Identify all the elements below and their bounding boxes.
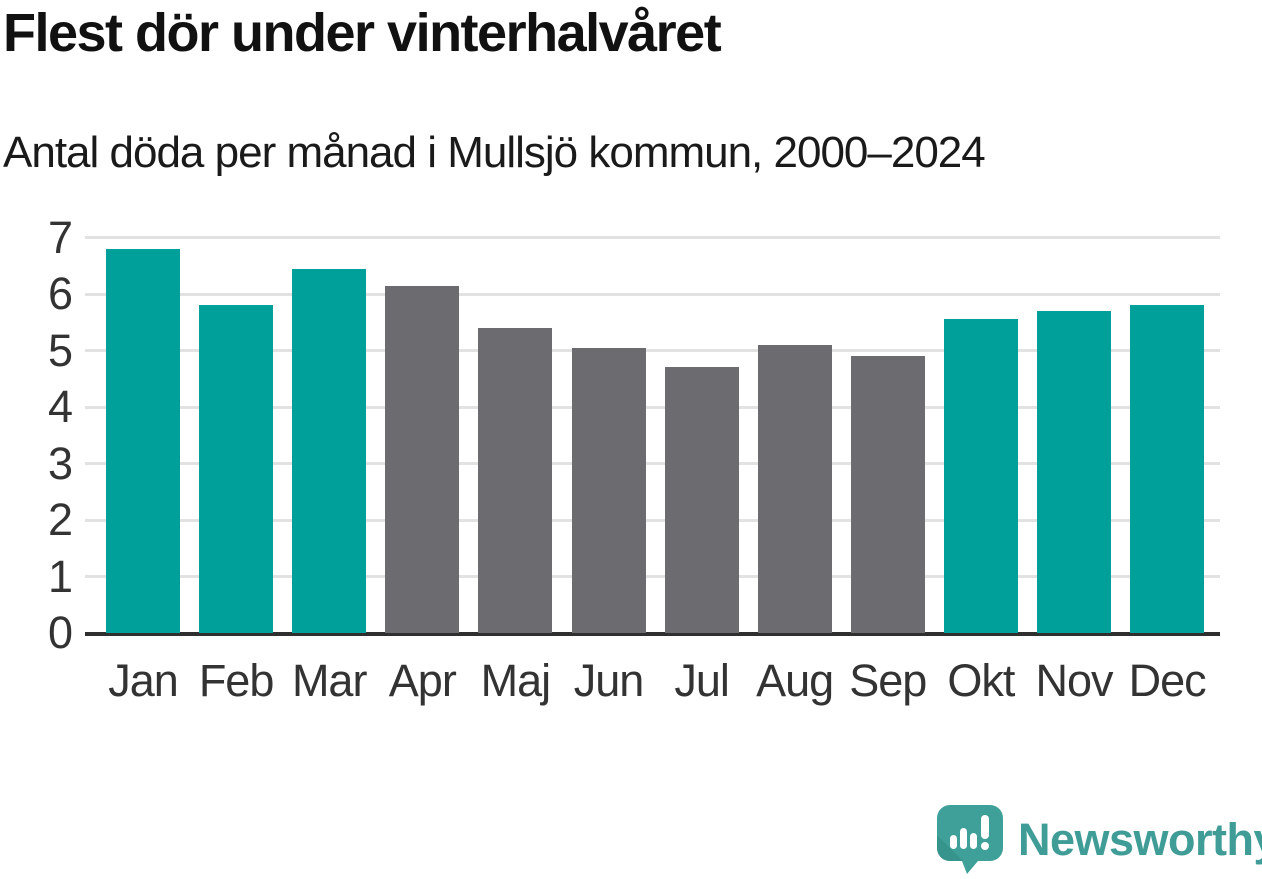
bar-mar [292, 268, 367, 633]
x-tick-feb: Feb [198, 655, 275, 706]
bar-sep [850, 356, 925, 633]
x-tick-nov: Nov [1035, 655, 1113, 706]
y-tick-1: 1 [47, 550, 73, 602]
gridline-2 [85, 518, 1220, 522]
x-tick-maj: Maj [480, 655, 552, 706]
bar-jun [571, 347, 646, 633]
gridline-5 [85, 349, 1220, 352]
x-tick-aug: Aug [756, 655, 834, 706]
gridline-1 [85, 575, 1220, 578]
bar-aug [757, 344, 832, 633]
gridline-3 [85, 462, 1220, 465]
brand-footer: Newsworthy [936, 804, 1262, 876]
brand-name: Newsworthy [1018, 814, 1262, 865]
y-tick-6: 6 [47, 268, 73, 319]
y-tick-0: 0 [47, 607, 73, 658]
bar-feb [199, 305, 274, 633]
x-axis-line [85, 632, 1220, 636]
bar-apr [385, 285, 460, 633]
y-tick-2: 2 [47, 494, 73, 545]
x-tick-sep: Sep [849, 655, 927, 706]
y-tick-3: 3 [47, 437, 73, 489]
y-tick-7: 7 [47, 211, 73, 263]
x-tick-mar: Mar [291, 655, 368, 706]
page-subtitle: Antal döda per månad i Mullsjö kommun, 2… [3, 128, 986, 177]
x-tick-apr: Apr [388, 655, 457, 706]
page-title: Flest dör under vinterhalvåret [3, 3, 722, 63]
bar-jul [664, 367, 739, 633]
y-tick-5: 5 [47, 324, 73, 376]
bar-nov [1037, 310, 1111, 633]
newsworthy-logo-icon [936, 804, 1006, 876]
bar-jan [106, 248, 180, 633]
bar-maj [478, 327, 553, 633]
x-tick-jun: Jun [573, 655, 645, 706]
gridline-7 [85, 236, 1220, 239]
bar-okt [943, 319, 1018, 633]
gridline-4 [85, 405, 1220, 409]
x-tick-jan: Jan [108, 655, 179, 706]
x-tick-okt: Okt [947, 655, 1015, 706]
gridline-6 [85, 292, 1220, 296]
x-tick-dec: Dec [1128, 655, 1207, 706]
y-tick-4: 4 [47, 381, 73, 432]
bar-dec [1130, 305, 1205, 633]
x-tick-jul: Jul [674, 655, 730, 706]
